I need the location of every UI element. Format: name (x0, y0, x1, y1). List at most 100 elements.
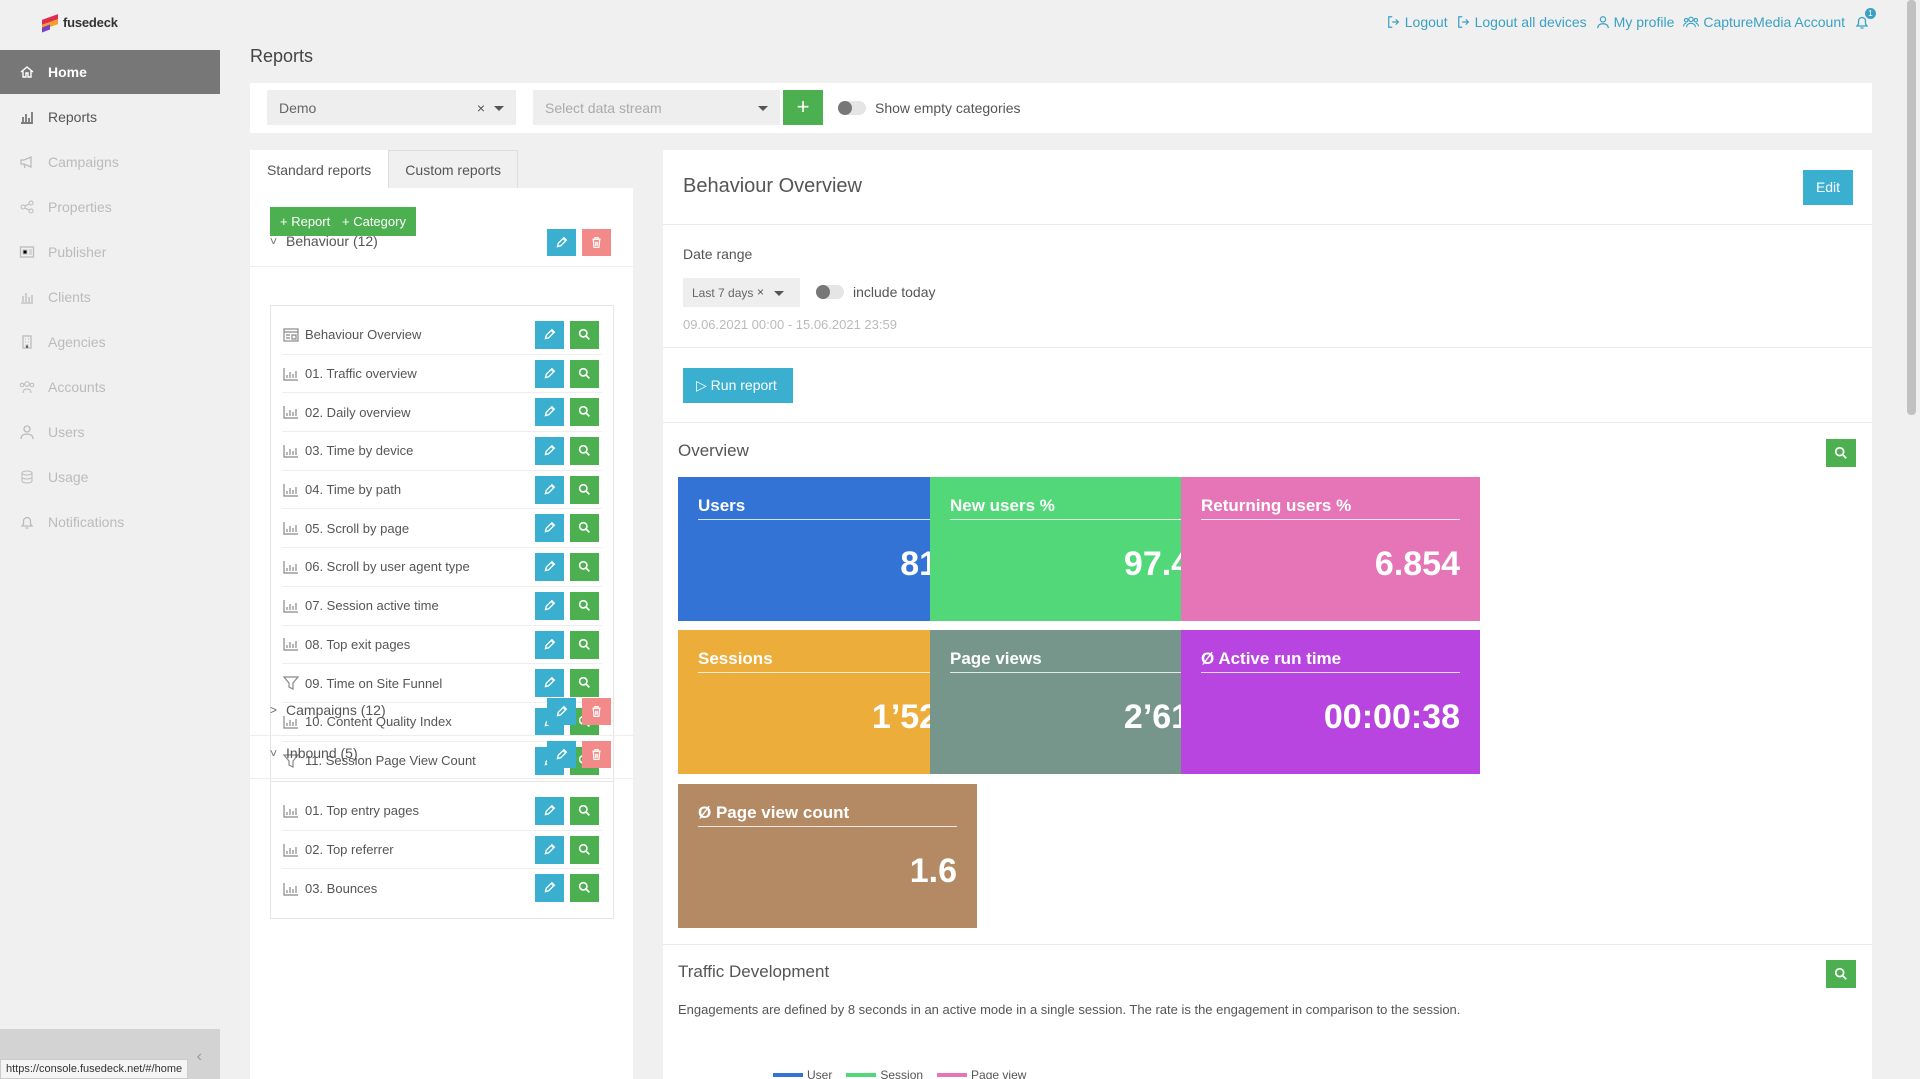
report-category[interactable]: > Campaigns (12) (250, 686, 633, 736)
sidebar-item-users[interactable]: Users (0, 410, 220, 454)
edit-report-button[interactable] (535, 591, 564, 620)
view-report-button[interactable] (570, 398, 599, 427)
edit-category-button[interactable] (547, 229, 576, 256)
sidebar-item-home[interactable]: Home (0, 50, 220, 94)
edit-report-button[interactable] (535, 398, 564, 427)
legend-item[interactable]: User (773, 1068, 832, 1079)
sidebar-item-reports[interactable]: Reports (0, 95, 220, 139)
report-list-item[interactable]: 06. Scroll by user agent type (282, 548, 602, 587)
chevron-right-icon[interactable]: > (270, 703, 278, 717)
edit-category-button[interactable] (547, 741, 576, 768)
report-list-item[interactable]: Behaviour Overview (282, 316, 602, 355)
logout-all-link[interactable]: Logout all devices (1457, 14, 1587, 30)
include-today-toggle[interactable] (816, 285, 844, 299)
report-category[interactable]: > Inbound (5) (250, 729, 633, 779)
account-select-value: Demo (279, 100, 317, 116)
tab-custom-reports[interactable]: Custom reports (388, 150, 518, 188)
logout-link[interactable]: Logout (1387, 14, 1448, 30)
edit-report-button[interactable] (535, 669, 564, 698)
view-report-button[interactable] (570, 630, 599, 659)
clear-icon[interactable]: × (757, 285, 765, 299)
scrollbar-thumb[interactable] (1907, 0, 1916, 415)
overview-zoom-button[interactable] (1826, 439, 1856, 467)
legend-item[interactable]: Page view (937, 1068, 1026, 1079)
report-category[interactable]: > Behaviour (12) (250, 217, 633, 267)
clear-icon[interactable]: × (476, 100, 485, 116)
sidebar-item-notifications[interactable]: Notifications (0, 500, 220, 544)
report-list-item[interactable]: 07. Session active time (282, 587, 602, 626)
run-report-button[interactable]: ▷ Run report (683, 368, 793, 403)
my-profile-link[interactable]: My profile (1596, 14, 1674, 30)
sidebar-item-publisher[interactable]: Publisher (0, 230, 220, 274)
view-report-button[interactable] (570, 669, 599, 698)
category-toggle[interactable]: > Campaigns (12) (270, 702, 386, 718)
delete-category-button[interactable] (582, 741, 611, 768)
view-report-button[interactable] (570, 359, 599, 388)
show-empty-toggle[interactable] (838, 101, 866, 115)
category-toggle[interactable]: > Inbound (5) (266, 745, 358, 761)
report-list-item[interactable]: 04. Time by path (282, 471, 602, 510)
view-report-button[interactable] (570, 591, 599, 620)
sidebar-item-accounts[interactable]: Accounts (0, 365, 220, 409)
caret-down-icon[interactable] (758, 106, 768, 111)
report-list-item[interactable]: 03. Time by device (282, 432, 602, 471)
traffic-zoom-button[interactable] (1826, 960, 1856, 988)
tab-standard-reports[interactable]: Standard reports (250, 150, 389, 188)
caret-down-icon[interactable] (494, 106, 504, 111)
edit-report-button[interactable] (535, 553, 564, 582)
sidebar-item-usage[interactable]: Usage (0, 455, 220, 499)
report-list-item[interactable]: 05. Scroll by page (282, 509, 602, 549)
edit-report-button[interactable] (535, 359, 564, 388)
view-report-button[interactable] (570, 321, 599, 349)
report-list-item[interactable]: 01. Top entry pages (282, 792, 602, 831)
chevron-down-icon[interactable]: > (266, 237, 281, 245)
account-link[interactable]: CaptureMedia Account (1683, 14, 1845, 30)
report-list-item[interactable]: 03. Bounces (282, 869, 602, 908)
category-toggle[interactable]: > Behaviour (12) (266, 233, 378, 249)
sidebar-item-properties[interactable]: Properties (0, 185, 220, 229)
report-list-item[interactable]: 08. Top exit pages (282, 626, 602, 665)
edit-report-button[interactable] (535, 835, 564, 864)
legend-item[interactable]: Session (846, 1068, 923, 1079)
sidebar-item-clients[interactable]: Clients (0, 275, 220, 319)
edit-report-button[interactable] (535, 437, 564, 466)
view-report-button[interactable] (570, 437, 599, 466)
chevron-down-icon[interactable]: > (266, 749, 281, 757)
edit-report-button[interactable]: Edit (1803, 170, 1853, 205)
sidebar-item-label: Home (48, 64, 87, 80)
report-list-item[interactable]: 09. Time on Site Funnel (282, 664, 602, 703)
edit-report-button[interactable] (535, 514, 564, 543)
delete-category-button[interactable] (582, 698, 611, 725)
view-report-button[interactable] (570, 835, 599, 864)
edit-report-button[interactable] (535, 797, 564, 825)
edit-report-button[interactable] (535, 321, 564, 349)
date-range-select[interactable]: Last 7 days × (683, 278, 800, 307)
caret-down-icon[interactable] (774, 291, 784, 296)
edit-report-button[interactable] (535, 630, 564, 659)
date-range-label: Date range (683, 246, 753, 262)
delete-category-button[interactable] (582, 229, 611, 256)
view-report-button[interactable] (570, 475, 599, 504)
report-list-item[interactable]: 02. Top referrer (282, 831, 602, 870)
sidebar-item-campaigns[interactable]: Campaigns (0, 140, 220, 184)
page-scrollbar[interactable] (1903, 0, 1920, 1079)
sidebar-item-agencies[interactable]: Agencies (0, 320, 220, 364)
view-report-button[interactable] (570, 553, 599, 582)
report-list-item[interactable]: 02. Daily overview (282, 393, 602, 433)
app-logo[interactable]: fusedeck (42, 13, 118, 32)
edit-category-button[interactable] (547, 698, 576, 725)
chevron-left-icon[interactable]: ‹ (196, 1048, 202, 1065)
add-category-button[interactable]: + Category (332, 207, 416, 236)
edit-report-button[interactable] (535, 874, 564, 903)
add-data-stream-button[interactable]: + (783, 90, 823, 125)
view-report-button[interactable] (570, 874, 599, 903)
report-list-item[interactable]: 01. Traffic overview (282, 355, 602, 394)
add-report-button[interactable]: + Report (270, 207, 341, 236)
legend-label: User (807, 1068, 833, 1079)
account-select[interactable]: Demo × (267, 90, 516, 125)
notifications-bell-icon[interactable]: 1 (1854, 8, 1876, 30)
data-stream-select[interactable]: Select data stream (533, 90, 780, 125)
view-report-button[interactable] (570, 797, 599, 825)
edit-report-button[interactable] (535, 475, 564, 504)
view-report-button[interactable] (570, 514, 599, 543)
